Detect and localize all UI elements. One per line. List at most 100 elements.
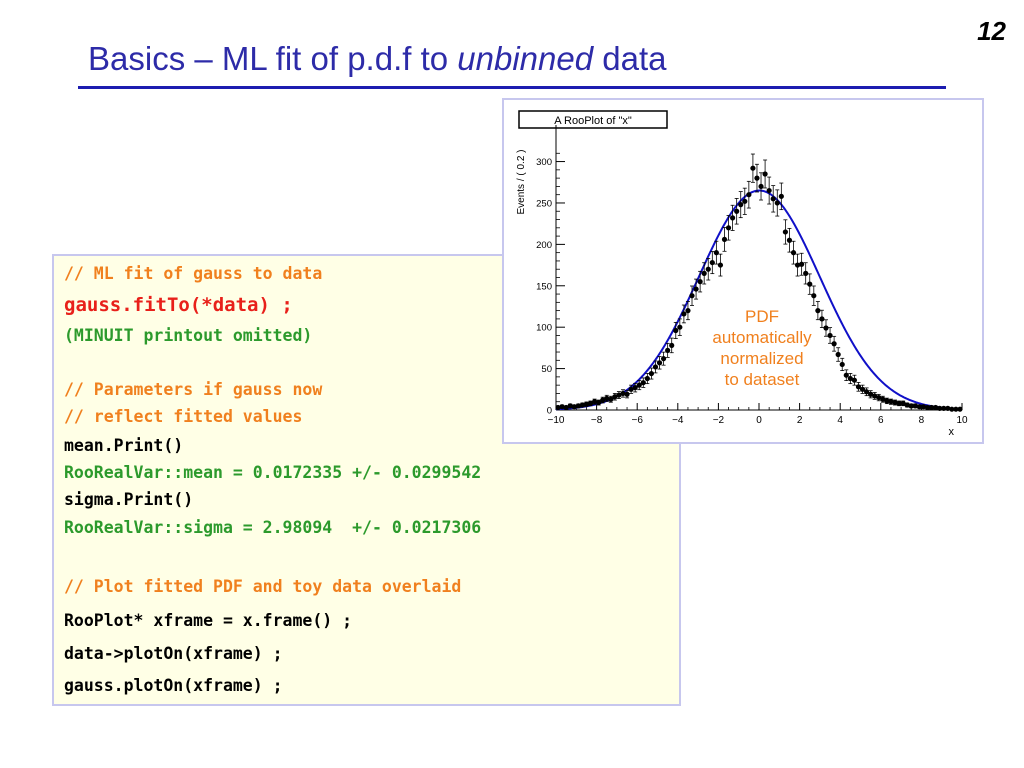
data-point [705, 258, 711, 281]
data-point [665, 342, 671, 358]
x-tick-label: −4 [672, 415, 684, 426]
data-point [754, 163, 760, 193]
data-marker [859, 386, 866, 392]
data-point [644, 373, 650, 385]
data-marker [583, 401, 590, 407]
data-point [669, 337, 675, 354]
data-marker [892, 399, 898, 406]
data-point [697, 270, 703, 293]
data-marker [571, 404, 577, 410]
data-point [596, 399, 602, 406]
data-point [616, 391, 622, 400]
data-marker [677, 324, 683, 330]
data-point [725, 215, 732, 241]
data-marker [924, 404, 931, 411]
data-marker [811, 293, 817, 299]
data-marker [705, 266, 711, 272]
data-marker [612, 394, 618, 400]
data-point [799, 252, 805, 276]
data-point [912, 403, 918, 409]
chart-title-box [518, 110, 668, 129]
data-point [815, 301, 821, 321]
data-point [900, 400, 906, 407]
slide-number: 12 [977, 16, 1006, 46]
data-point [689, 285, 695, 306]
data-point [746, 180, 752, 209]
data-point [758, 172, 764, 201]
data-point [786, 227, 793, 253]
data-marker [608, 396, 614, 402]
data-marker [884, 398, 890, 404]
data-point [827, 327, 833, 344]
data-marker [916, 404, 922, 410]
data-point [620, 389, 626, 398]
data-point [742, 187, 748, 215]
data-marker [770, 196, 776, 202]
annotation-line-1: PDF [745, 307, 779, 326]
data-point [628, 384, 634, 394]
data-marker [734, 208, 740, 214]
x-tick-label: −2 [713, 415, 725, 426]
data-point [734, 198, 740, 225]
data-marker [591, 399, 598, 405]
data-marker [847, 375, 853, 382]
data-marker [888, 399, 894, 405]
data-marker [725, 225, 732, 231]
x-axis-label: x [949, 426, 955, 438]
data-marker [644, 375, 650, 382]
data-point [807, 273, 813, 295]
data-marker [754, 175, 760, 181]
data-marker [567, 403, 573, 409]
data-marker [794, 262, 801, 268]
y-tick-label: 200 [536, 240, 552, 251]
data-marker [563, 404, 569, 411]
title-italic: unbinned [457, 40, 594, 77]
code-line-comment-params: // Parameters if gauss now [64, 380, 323, 399]
data-marker [693, 286, 699, 292]
data-point [888, 398, 894, 405]
data-point [908, 403, 914, 409]
code-line-data-ploton: data->plotOn(xframe) ; [64, 644, 283, 663]
y-tick-label: 0 [547, 406, 552, 417]
data-marker [900, 400, 906, 406]
data-point [937, 405, 943, 411]
data-marker [579, 402, 585, 408]
data-point [636, 380, 642, 391]
data-marker [697, 279, 703, 285]
pdf-annotation: PDF automatically normalized to dataset [684, 306, 840, 390]
data-point [863, 387, 870, 397]
data-point [790, 240, 797, 265]
data-point [673, 321, 679, 340]
y-tick-label: 150 [536, 281, 552, 292]
data-point [831, 335, 837, 352]
data-marker [632, 385, 638, 391]
chart-title: A RooPlot of "x" [554, 115, 632, 127]
data-marker [908, 403, 914, 409]
data-point [681, 304, 687, 324]
x-tick-label: −10 [548, 415, 565, 426]
data-marker [762, 171, 768, 177]
data-marker [851, 377, 858, 383]
x-tick-label: 2 [797, 415, 803, 426]
data-point [717, 253, 724, 277]
data-marker [933, 404, 939, 411]
annotation-line-3: normalized [720, 349, 804, 368]
data-marker [555, 404, 561, 411]
data-marker [912, 403, 918, 409]
data-point [738, 191, 744, 219]
data-marker [624, 391, 630, 397]
data-point [600, 396, 606, 404]
x-tick-label: −8 [591, 415, 603, 426]
data-marker [945, 405, 951, 411]
data-marker [953, 406, 959, 412]
data-marker [941, 405, 947, 411]
data-marker [685, 308, 691, 314]
data-marker [823, 325, 829, 331]
data-point [904, 402, 910, 408]
data-marker [628, 386, 634, 392]
data-point [953, 406, 959, 412]
data-marker [835, 351, 841, 358]
data-marker [669, 342, 675, 349]
data-point [847, 373, 853, 385]
